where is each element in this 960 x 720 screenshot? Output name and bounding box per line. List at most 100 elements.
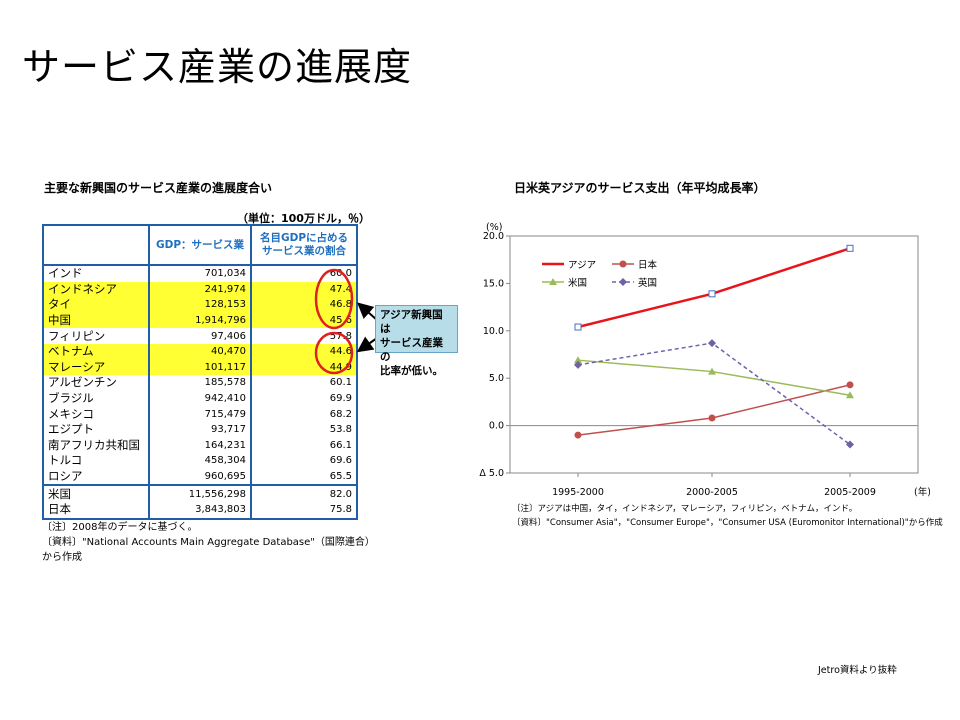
- table-row: トルコ 458,304 69.6: [42, 453, 358, 469]
- cell-country: ブラジル: [42, 390, 150, 407]
- table-row: 日本 3,843,803 75.8: [42, 501, 358, 520]
- cell-country: エジプト: [42, 421, 150, 438]
- data-point: [574, 356, 582, 364]
- cell-share: 66.1: [250, 437, 358, 454]
- cell-share: 44.9: [250, 359, 358, 376]
- table-note: 〔注〕2008年のデータに基づく。: [42, 522, 198, 533]
- cell-share: 44.6: [250, 343, 358, 360]
- data-point: [708, 339, 716, 348]
- cell-country: 中国: [42, 312, 150, 329]
- callout-box: アジア新興国は サービス産業の 比率が低い。: [375, 305, 458, 377]
- y-tick-label: 0.0: [489, 421, 504, 432]
- cell-share: 75.8: [250, 501, 358, 520]
- cell-gdp: 164,231: [148, 437, 252, 454]
- header-gdp: GDP：サービス業: [148, 224, 252, 266]
- arrow-lower: [356, 336, 378, 353]
- table-row: 米国 11,556,298 82.0: [42, 485, 358, 502]
- cell-country: インドネシア: [42, 281, 150, 298]
- table-row: アルゼンチン 185,578 60.1: [42, 375, 358, 391]
- line-chart: 20.0 15.0 10.0 5.0 0.0 Δ 5.0 (%) 1995-2000 2000-…: [479, 222, 930, 498]
- cell-gdp: 715,479: [148, 406, 252, 422]
- table-row: 中国 1,914,796 45.6: [42, 312, 358, 329]
- gdp-table: GDP：サービス業 名目GDPに占める サービス業の割合 インド 701,034 6…: [42, 224, 358, 520]
- y-tick-label: 20.0: [483, 231, 504, 242]
- header-country: [42, 224, 150, 266]
- table-row: エジプト 93,717 53.8: [42, 421, 358, 438]
- y-tick-label: 5.0: [489, 373, 504, 384]
- cell-share: 60.1: [250, 375, 358, 391]
- cell-country: ロシア: [42, 468, 150, 487]
- data-point: [619, 278, 627, 286]
- table-row: 南アフリカ共和国 164,231 66.1: [42, 437, 358, 454]
- plot-frame: [509, 235, 919, 474]
- cell-gdp: 458,304: [148, 453, 252, 469]
- callout-line-3: 比率が低い。: [380, 365, 443, 377]
- highlight-circles: [314, 268, 354, 375]
- legend-label: アジア: [568, 260, 596, 271]
- data-point: [574, 360, 582, 369]
- data-point: [708, 367, 716, 375]
- cell-country: 日本: [42, 501, 150, 520]
- cell-share: 46.8: [250, 297, 358, 313]
- cell-gdp: 128,153: [148, 297, 252, 313]
- table-source-line-1: 〔資料〕"National Accounts Main Aggregate Da…: [42, 537, 375, 548]
- table-row: タイ 128,153 46.8: [42, 297, 358, 313]
- cell-gdp: 241,974: [148, 281, 252, 298]
- x-tick-label: 2000-2005: [686, 487, 738, 498]
- data-point: [574, 431, 582, 439]
- table-row: インドネシア 241,974 47.4: [42, 281, 358, 298]
- series-line-0: [577, 247, 851, 329]
- unit-label: （単位：100万ドル，％）: [237, 212, 370, 225]
- cell-gdp: 701,034: [148, 265, 252, 282]
- data-point: [846, 381, 854, 389]
- cell-gdp: 185,578: [148, 375, 252, 391]
- cell-country: マレーシア: [42, 359, 150, 376]
- cell-country: タイ: [42, 297, 150, 313]
- cell-share: 69.9: [250, 390, 358, 407]
- legend-label: 英国: [638, 277, 657, 289]
- table-row: ロシア 960,695 65.5: [42, 468, 358, 487]
- chart-note: 〔注〕アジアは中国，タイ，インドネシア，マレーシア，フィリピン，ベトナム，インド…: [512, 504, 858, 514]
- cell-share: 68.2: [250, 406, 358, 422]
- series-line-1: [577, 384, 851, 436]
- data-point: [574, 323, 582, 331]
- cell-gdp: 93,717: [148, 421, 252, 438]
- data-point: [619, 260, 627, 268]
- cell-country: トルコ: [42, 453, 150, 469]
- cell-share: 69.6: [250, 453, 358, 469]
- data-point: [846, 391, 854, 399]
- cell-country: 南アフリカ共和国: [42, 437, 150, 454]
- cell-gdp: 101,117: [148, 359, 252, 376]
- cell-country: ベトナム: [42, 343, 150, 360]
- cell-gdp: 97,406: [148, 328, 252, 344]
- callout-line-2: サービス産業の: [380, 337, 443, 363]
- legend-label: 米国: [568, 277, 587, 289]
- cell-share: 47.4: [250, 281, 358, 298]
- cell-country: アルゼンチン: [42, 375, 150, 391]
- legend-label: 日本: [638, 259, 658, 271]
- x-tick-label: 2005-2009: [824, 487, 876, 498]
- y-axis-label: (%): [486, 222, 502, 233]
- chart-source: 〔資料〕"Consumer Asia"，"Consumer Europe"，"C…: [512, 518, 943, 528]
- highlight-circle-upper: [314, 268, 354, 330]
- table-row: ベトナム 40,470 44.6: [42, 343, 358, 360]
- cell-country: フィリピン: [42, 328, 150, 344]
- table-body: GDP：サービス業 名目GDPに占める サービス業の割合 インド 701,034 6…: [42, 224, 358, 520]
- chart-title: 日米英アジアのサービス支出（年平均成長率）: [514, 181, 766, 195]
- cell-gdp: 40,470: [148, 343, 252, 360]
- slide-title: サービス産業の進展度: [22, 45, 413, 89]
- table-row: ブラジル 942,410 69.9: [42, 390, 358, 407]
- y-tick-label: 10.0: [483, 326, 504, 337]
- x-axis-label: (年): [914, 486, 930, 498]
- data-point: [549, 278, 557, 285]
- cell-country: 米国: [42, 485, 150, 502]
- data-point: [846, 244, 854, 252]
- cell-share: 82.0: [250, 485, 358, 502]
- y-tick-label: Δ 5.0: [479, 468, 504, 479]
- y-tick-label: 15.0: [483, 278, 504, 289]
- data-point: [708, 414, 716, 422]
- table-title: 主要な新興国のサービス産業の進展度合い: [44, 181, 273, 195]
- cell-gdp: 11,556,298: [148, 485, 252, 502]
- cell-share: 45.6: [250, 312, 358, 329]
- table-header-row: GDP：サービス業 名目GDPに占める サービス業の割合: [42, 224, 358, 266]
